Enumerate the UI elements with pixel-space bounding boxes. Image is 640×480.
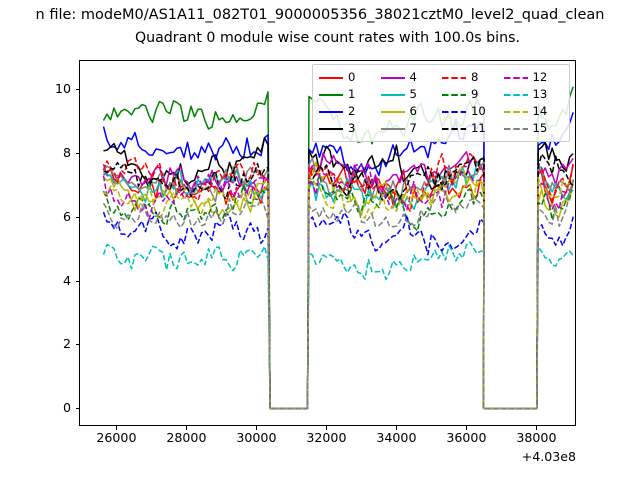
legend-entry-1[interactable]: 1 <box>318 86 380 103</box>
tick-mark <box>185 426 187 430</box>
axes-title: Quadrant 0 module wise count rates with … <box>134 30 521 46</box>
x-tick-label-30000: 30000 <box>236 430 277 445</box>
x-tick-label-36000: 36000 <box>446 430 487 445</box>
tick-mark <box>395 426 397 430</box>
legend-label-7: 7 <box>409 121 417 135</box>
legend-swatch-14 <box>503 107 529 117</box>
y-tick-label-0: 0 <box>62 400 71 416</box>
legend-label-8: 8 <box>471 70 479 84</box>
legend-entry-6[interactable]: 6 <box>380 103 442 120</box>
legend-entry-8[interactable]: 8 <box>441 69 503 86</box>
legend-entry-15[interactable]: 15 <box>503 120 565 137</box>
legend-label-3: 3 <box>348 121 356 135</box>
legend-entry-3[interactable]: 3 <box>318 120 380 137</box>
tick-mark <box>75 88 79 90</box>
legend-swatch-1 <box>318 90 344 100</box>
y-tick-label-6: 6 <box>62 208 71 224</box>
legend-label-4: 4 <box>409 70 417 84</box>
legend-entry-10[interactable]: 10 <box>441 103 503 120</box>
legend-label-14: 14 <box>532 104 548 118</box>
legend-swatch-3 <box>318 124 344 134</box>
x-tick-label-32000: 32000 <box>306 430 347 445</box>
legend-swatch-4 <box>380 73 406 83</box>
legend-label-13: 13 <box>532 87 548 101</box>
legend-label-9: 9 <box>471 87 479 101</box>
legend-swatch-10 <box>441 107 467 117</box>
legend-entry-13[interactable]: 13 <box>503 86 565 103</box>
legend-entry-0[interactable]: 0 <box>318 69 380 86</box>
x-tick-label-28000: 28000 <box>166 430 207 445</box>
legend-entry-7[interactable]: 7 <box>380 120 442 137</box>
legend-entry-4[interactable]: 4 <box>380 69 442 86</box>
legend-entry-12[interactable]: 12 <box>503 69 565 86</box>
tick-mark <box>535 426 537 430</box>
tick-mark <box>75 216 79 218</box>
x-tick-label-38000: 38000 <box>516 430 557 445</box>
legend-label-5: 5 <box>409 87 417 101</box>
series-line-10 <box>102 211 574 410</box>
y-tick-label-4: 4 <box>62 272 71 288</box>
tick-mark <box>115 426 117 430</box>
legend-swatch-9 <box>441 90 467 100</box>
legend-entry-5[interactable]: 5 <box>380 86 442 103</box>
series-line-11 <box>103 153 574 410</box>
legend-label-2: 2 <box>348 104 356 118</box>
y-tick-label-8: 8 <box>62 144 71 160</box>
legend-swatch-5 <box>380 90 406 100</box>
series-line-9 <box>102 174 574 410</box>
legend-swatch-11 <box>441 124 467 134</box>
legend-swatch-15 <box>503 124 529 134</box>
tick-mark <box>75 407 79 409</box>
series-line-4 <box>102 151 574 410</box>
line-chart-plot-area <box>102 86 574 410</box>
x-tick-label-26000: 26000 <box>96 430 137 445</box>
legend-entry-9[interactable]: 9 <box>441 86 503 103</box>
legend-swatch-13 <box>503 90 529 100</box>
series-line-15 <box>102 180 574 410</box>
legend-label-6: 6 <box>409 104 417 118</box>
legend-swatch-6 <box>380 107 406 117</box>
legend-swatch-0 <box>318 73 344 83</box>
legend-label-15: 15 <box>532 121 548 135</box>
tick-mark <box>75 343 79 345</box>
x-tick-label-34000: 34000 <box>376 430 417 445</box>
series-line-13 <box>102 241 574 410</box>
tick-mark <box>325 426 327 430</box>
tick-mark <box>255 426 257 430</box>
legend-entry-2[interactable]: 2 <box>318 103 380 120</box>
y-tick-label-10: 10 <box>54 80 71 96</box>
tick-mark <box>75 280 79 282</box>
legend-label-12: 12 <box>532 70 548 84</box>
legend-swatch-7 <box>380 124 406 134</box>
legend-entry-11[interactable]: 11 <box>441 120 503 137</box>
series-line-7 <box>102 157 574 410</box>
tick-mark <box>465 426 467 430</box>
tick-mark <box>75 152 79 154</box>
legend-swatch-12 <box>503 73 529 83</box>
legend-swatch-8 <box>441 73 467 83</box>
legend-label-10: 10 <box>471 104 486 118</box>
series-line-12 <box>102 161 574 410</box>
y-tick-label-2: 2 <box>62 336 71 352</box>
chart-legend: 0 4 8 12 1 5 9 13 2 6 10 14 3 7 11 15 <box>312 64 570 142</box>
legend-entry-14[interactable]: 14 <box>503 103 565 120</box>
series-line-14 <box>103 166 574 410</box>
legend-swatch-2 <box>318 107 344 117</box>
x-axis-offset-text: +4.03e8 <box>521 449 576 464</box>
legend-label-11: 11 <box>471 121 486 135</box>
figure-suptitle: n file: modeM0/AS1A11_082T01_9000005356_… <box>35 7 605 23</box>
legend-label-0: 0 <box>348 70 356 84</box>
legend-label-1: 1 <box>348 87 356 101</box>
series-line-8 <box>102 152 574 410</box>
series-line-6 <box>102 161 574 410</box>
